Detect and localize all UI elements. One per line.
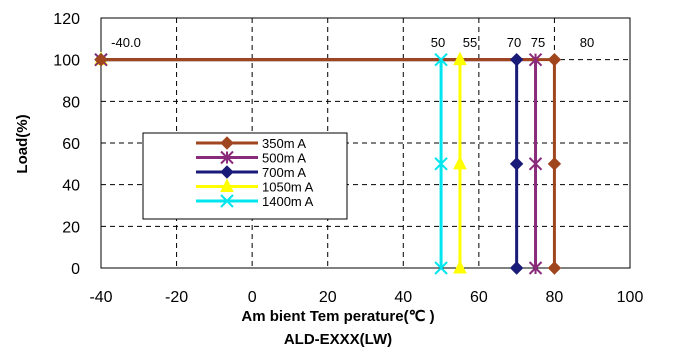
value-annotation: 50 — [431, 35, 445, 50]
data-point — [509, 52, 524, 67]
x-axis-title: Am bient Tem perature(℃ ) — [241, 308, 434, 325]
data-point — [509, 261, 524, 275]
y-tick-label: 60 — [62, 136, 80, 153]
x-tick-label: 20 — [319, 289, 337, 306]
data-point — [220, 136, 234, 150]
y-axis-title: Load(%) — [14, 114, 31, 173]
x-tick-label: 0 — [248, 289, 257, 306]
x-tick-label: -20 — [165, 289, 188, 306]
legend-box — [142, 132, 348, 220]
data-point — [547, 261, 562, 275]
value-annotation: 75 — [531, 35, 545, 50]
y-tick-label: 0 — [71, 261, 80, 278]
chart-subtitle: ALD-EXXX(LW) — [284, 331, 392, 348]
data-point — [453, 259, 467, 274]
y-axis-ticks: 0 20 40 60 80 100 120 — [53, 11, 80, 278]
data-point — [509, 157, 524, 171]
legend-entry: 350m A — [262, 136, 306, 151]
x-tick-label: 80 — [546, 289, 564, 306]
value-annotations: -40.0 50 55 70 75 80 — [111, 35, 594, 50]
y-tick-label: 100 — [53, 53, 80, 70]
plot-area — [100, 17, 631, 269]
value-annotation: 80 — [580, 35, 594, 50]
data-point — [94, 52, 108, 67]
data-point — [528, 157, 543, 171]
legend-entry: 1050m A — [262, 180, 314, 195]
y-tick-label: 80 — [62, 94, 80, 111]
data-point — [220, 178, 234, 192]
data-point — [528, 261, 543, 275]
data-point — [547, 157, 562, 171]
data-point — [434, 52, 448, 67]
x-tick-label: 40 — [394, 289, 412, 306]
value-annotation: 70 — [507, 35, 521, 50]
data-point — [453, 155, 467, 170]
data-point — [528, 52, 543, 67]
x-tick-label: 60 — [470, 289, 488, 306]
data-point — [434, 157, 448, 171]
y-tick-label: 20 — [62, 219, 80, 236]
data-point — [220, 194, 234, 208]
x-tick-label: 100 — [617, 289, 644, 306]
x-axis-ticks: -40 -20 0 20 40 60 80 100 — [89, 289, 643, 306]
data-point — [547, 52, 562, 67]
data-point — [220, 150, 234, 165]
value-annotation: -40.0 — [111, 35, 141, 50]
data-point — [434, 261, 448, 275]
legend-entry: 700m A — [262, 165, 306, 180]
x-tick-label: -40 — [89, 289, 112, 306]
data-point — [453, 51, 467, 66]
y-tick-label: 40 — [62, 178, 80, 195]
data-point — [220, 165, 234, 179]
series-line — [101, 58, 556, 268]
value-annotation: 55 — [463, 35, 477, 50]
legend-entry: 1400m A — [262, 194, 314, 209]
series-markers — [94, 51, 562, 275]
y-tick-label: 120 — [53, 11, 80, 28]
legend-entry: 500m A — [262, 151, 306, 166]
series-lines — [101, 58, 556, 268]
